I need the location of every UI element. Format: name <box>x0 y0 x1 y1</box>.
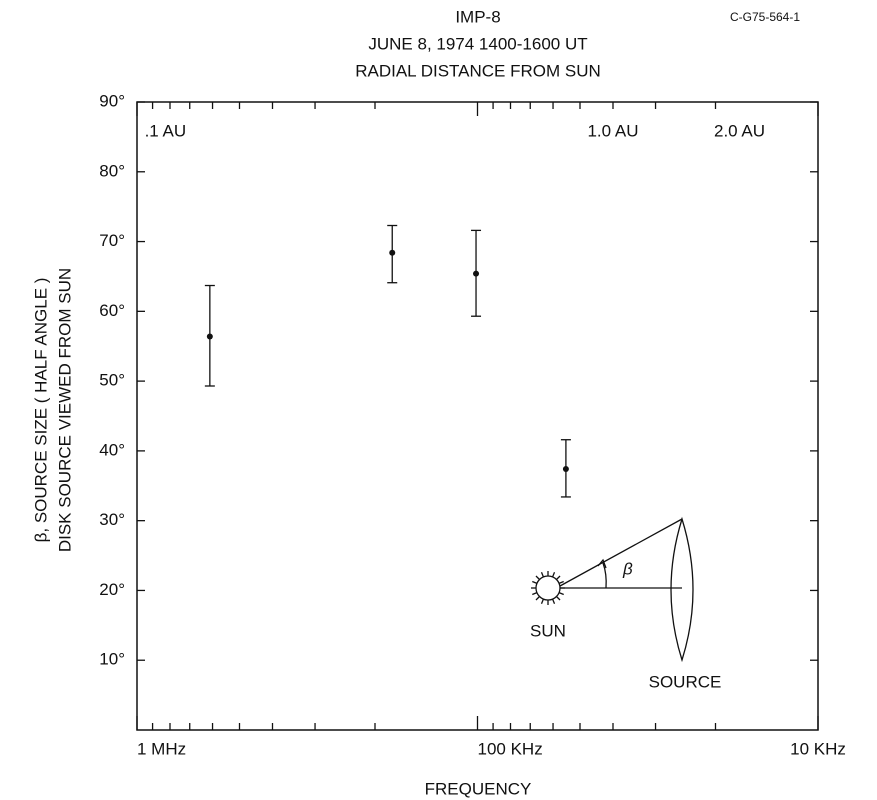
sun-ray <box>551 598 556 604</box>
sun-ray <box>535 575 540 580</box>
sun-ray <box>540 572 545 578</box>
y-tick-label: 90° <box>99 91 125 110</box>
sun-icon <box>535 575 561 601</box>
sun-ray <box>556 575 561 580</box>
sun-ray <box>556 596 561 601</box>
sun-ray <box>551 572 556 578</box>
source-lens <box>670 516 694 663</box>
chart-title: IMP-8 <box>455 7 500 26</box>
ray-line <box>559 518 683 587</box>
sun-ray <box>532 580 538 585</box>
y-tick-label: 70° <box>99 231 125 250</box>
x2-tick-label: 2.0 AU <box>714 121 765 140</box>
x2-tick-label: .1 AU <box>145 121 187 140</box>
x-tick-label: 1 MHz <box>137 739 186 758</box>
y-tick-label: 80° <box>99 161 125 180</box>
sun-ray <box>532 591 538 596</box>
y-tick-label: 10° <box>99 650 125 669</box>
angle-arc <box>602 562 607 589</box>
sun-ray <box>558 580 564 585</box>
x2-tick-label: 1.0 AU <box>587 121 638 140</box>
data-point <box>389 249 396 256</box>
y-tick-label: 60° <box>99 301 125 320</box>
x-axis-label: FREQUENCY <box>425 779 532 798</box>
figure-code: C-G75-564-1 <box>730 10 800 24</box>
x2-axis-label: RADIAL DISTANCE FROM SUN <box>355 61 601 80</box>
x-tick-label: 100 KHz <box>478 739 543 758</box>
inset-diagram <box>531 516 694 663</box>
plot-frame <box>136 101 819 731</box>
sun-ray <box>540 598 545 604</box>
sun-label: SUN <box>530 621 566 640</box>
sun-ray <box>535 596 540 601</box>
y-tick-label: 20° <box>99 580 125 599</box>
data-point <box>562 466 569 473</box>
y-axis-label: β, SOURCE SIZE ( HALF ANGLE ) <box>31 278 50 543</box>
y-axis-label: DISK SOURCE VIEWED FROM SUN <box>55 268 74 552</box>
y-tick-label: 50° <box>99 371 125 390</box>
chart-subtitle: JUNE 8, 1974 1400-1600 UT <box>368 34 587 53</box>
angle-arrow <box>597 558 607 569</box>
angle-label: β <box>622 559 633 578</box>
data-point <box>473 270 480 277</box>
source-label: SOURCE <box>649 672 722 691</box>
x-tick-label: 10 KHz <box>790 739 846 758</box>
sun-rays <box>531 571 565 605</box>
data-point <box>206 333 213 340</box>
y-tick-label: 30° <box>99 510 125 529</box>
y-tick-label: 40° <box>99 440 125 459</box>
sun-ray <box>558 591 564 596</box>
